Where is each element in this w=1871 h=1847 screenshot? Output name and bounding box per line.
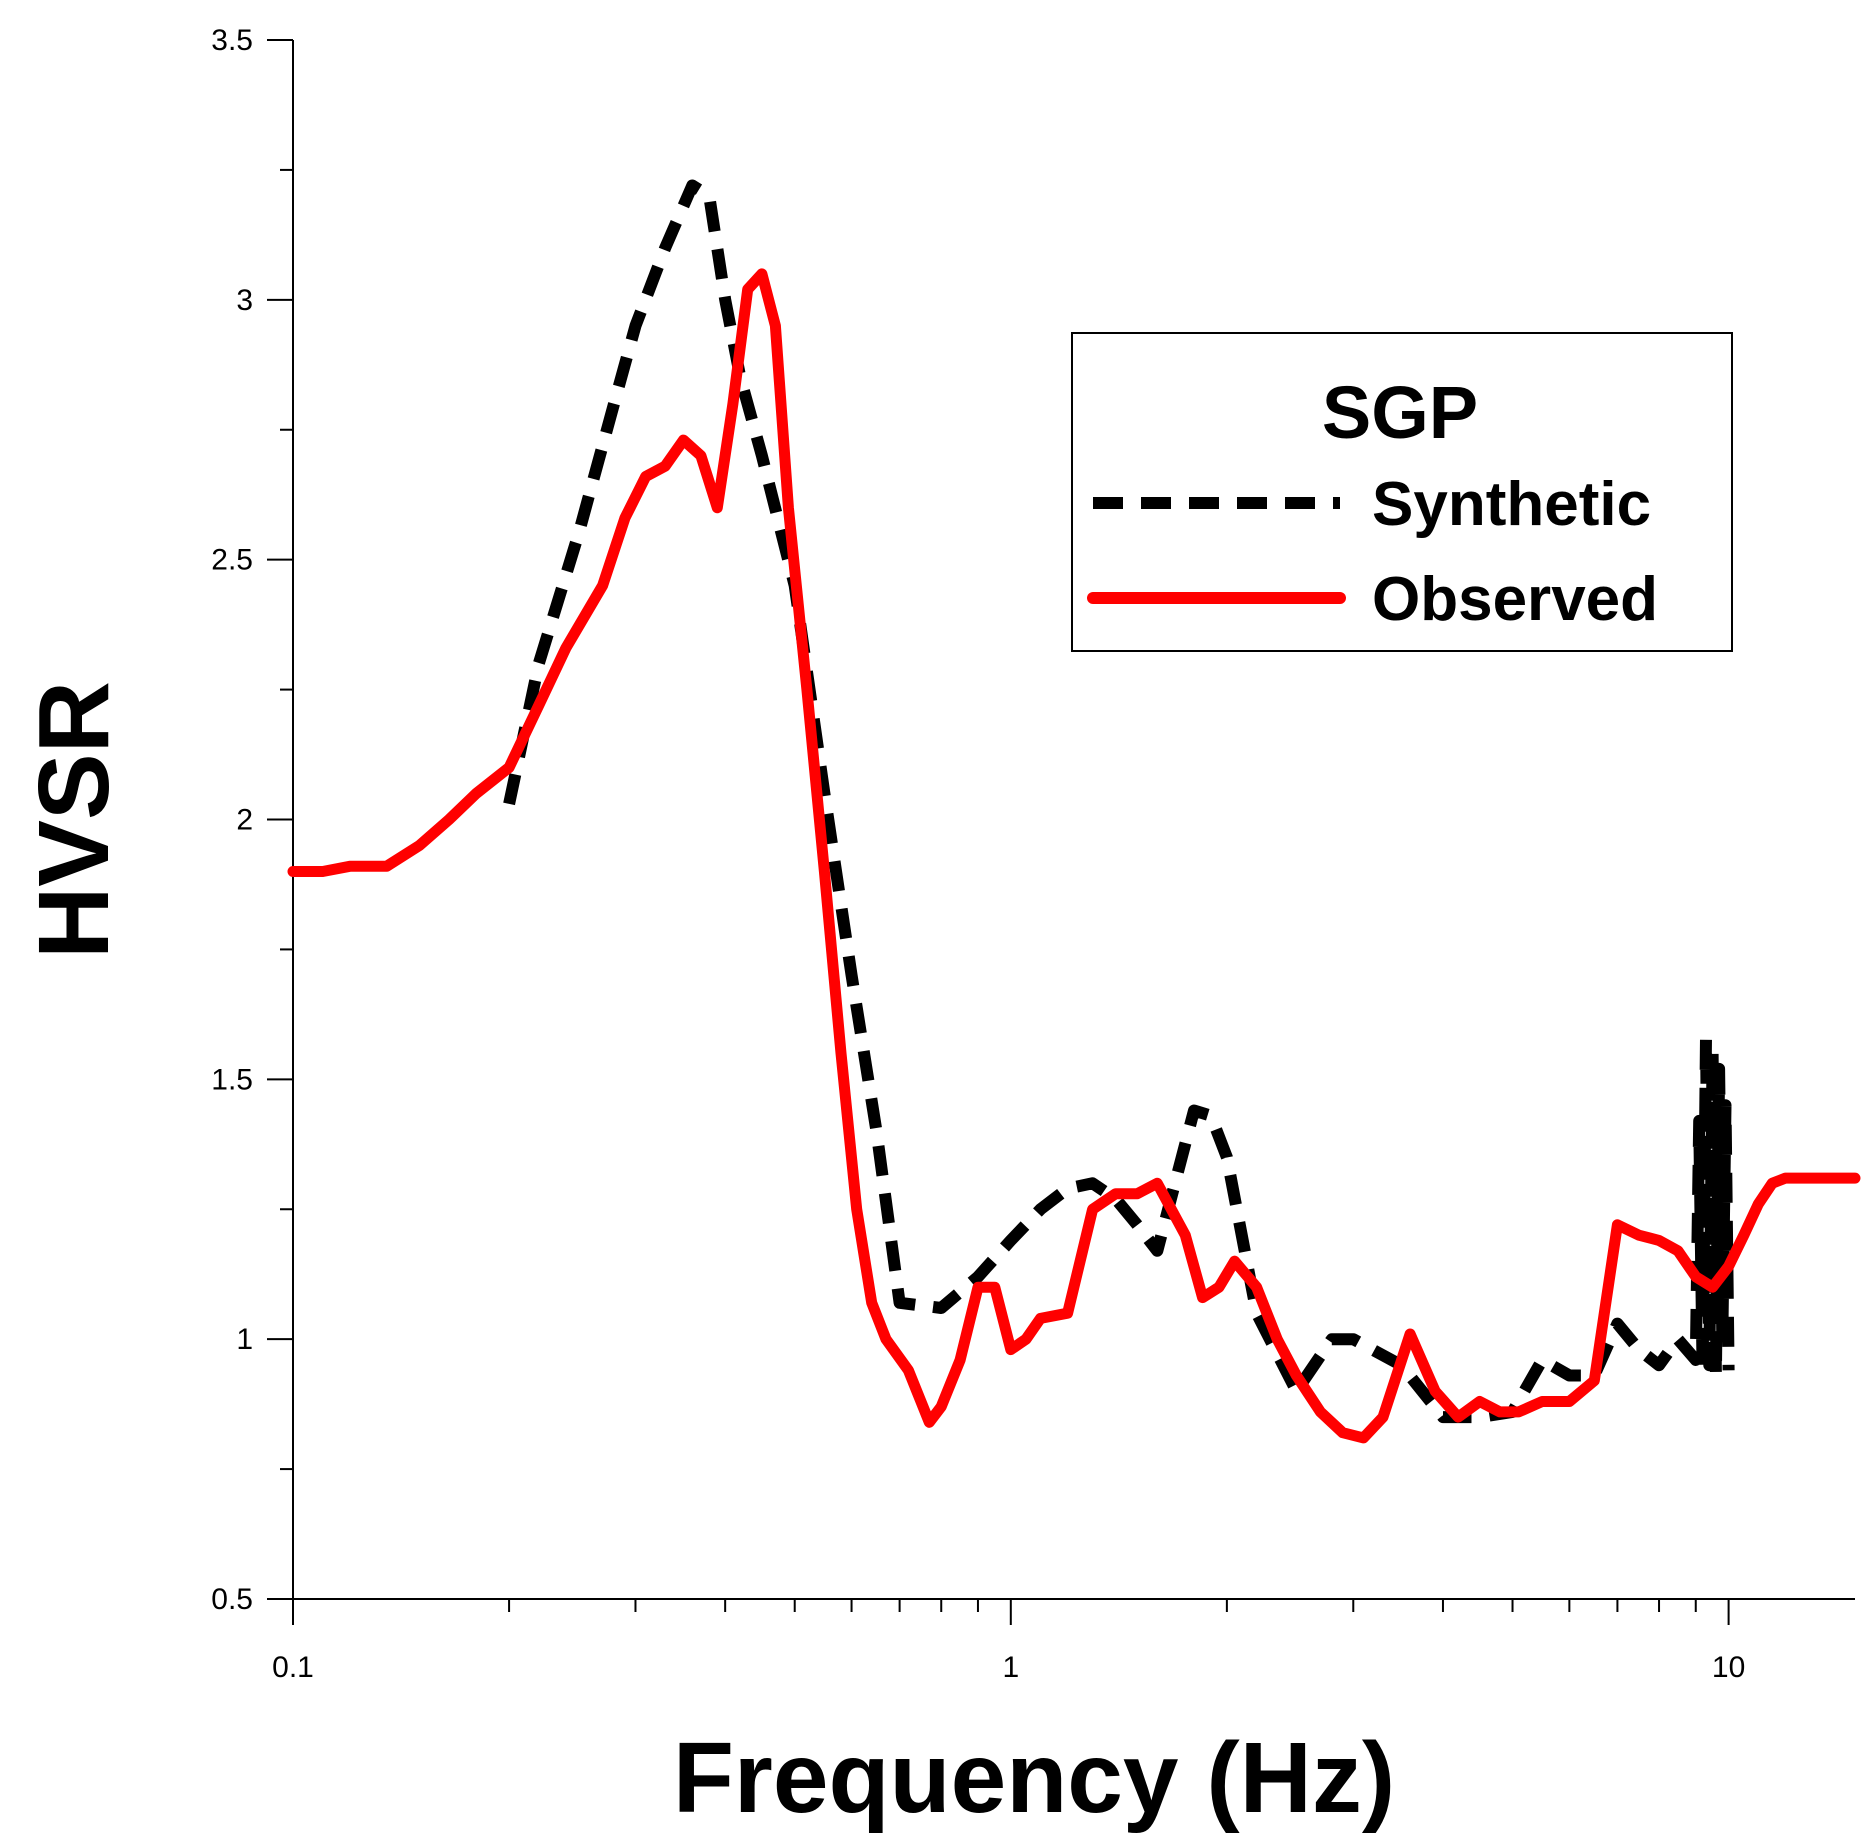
y-tick-label: 1 [236,1323,253,1356]
x-tick-label: 10 [1712,1651,1745,1684]
legend-label-observed: Observed [1372,565,1658,634]
y-tick-label: 0.5 [211,1583,253,1616]
y-tick-label: 2.5 [211,544,253,577]
y-tick-label: 2 [236,804,253,837]
x-tick-label: 0.1 [272,1651,314,1684]
x-axis-ticks: 0.1 1 10 [272,1599,1745,1684]
series-layer [287,179,1861,1444]
y-tick-label: 3.5 [211,24,253,57]
x-tick-label: 1 [1002,1651,1019,1684]
legend-label-synthetic: Synthetic [1372,470,1651,539]
series-line-observed [287,268,1861,1444]
axes: 0.5 1 1.5 2 2.5 3 3.5 0.1 1 10 [211,24,1855,1684]
x-axis-title: Frequency (Hz) [673,1722,1395,1834]
legend-title: SGP [1322,371,1478,454]
y-tick-label: 3 [236,284,253,317]
y-tick-label: 1.5 [211,1063,253,1096]
y-axis-ticks: 0.5 1 1.5 2 2.5 3 3.5 [211,24,293,1616]
legend: SGP Synthetic Observed [1071,332,1733,652]
y-axis-title: HVSR [18,681,130,959]
